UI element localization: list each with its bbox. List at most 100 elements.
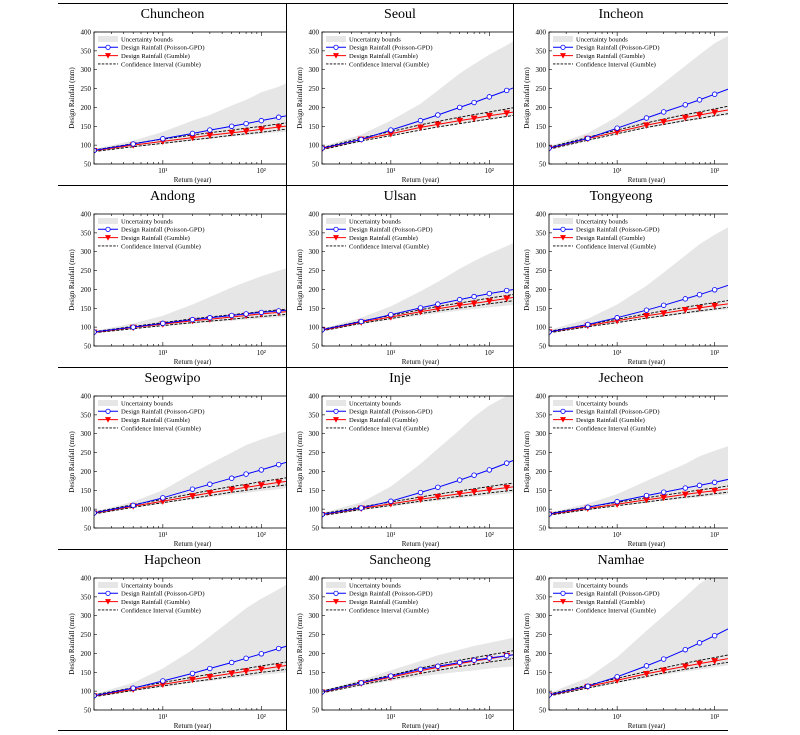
gpd-line: [549, 88, 728, 149]
ci-lower-line: [322, 115, 513, 151]
legend-label-gpd: Design Rainfall (Poisson-GPD): [121, 227, 205, 234]
gpd-marker: [503, 460, 510, 466]
y-tick-label: 400: [309, 211, 320, 219]
legend-label-gumbel: Design Rainfall (Gumble): [121, 235, 190, 242]
legend-label-gpd: Design Rainfall (Poisson-GPD): [576, 591, 660, 598]
gpd-marker: [435, 484, 441, 490]
gpd-marker: [660, 109, 667, 115]
y-tick-label: 200: [309, 468, 320, 476]
legend-band-swatch: [98, 36, 118, 42]
gpd-marker: [682, 646, 688, 653]
gpd-marker: [228, 123, 235, 129]
y-tick-label: 150: [309, 305, 320, 313]
y-tick-label: 50: [539, 161, 547, 169]
gumbel-marker: [456, 302, 464, 309]
chart-title: Seogwipo: [144, 371, 201, 386]
legend-label-gumbel: Design Rainfall (Gumble): [576, 417, 645, 424]
legend: Uncertainty bounds Design Rainfall (Poiss…: [98, 218, 205, 250]
gumbel-line: [322, 297, 513, 331]
legend-gpd-marker: [333, 226, 339, 232]
uncertainty-band: [94, 83, 286, 152]
x-tick-label: 10²: [710, 713, 719, 721]
table-rule: [58, 730, 728, 731]
chart-panel: Hapcheon 50 100 150 200 250 300 350 400 10¹ 10² Ret…: [59, 550, 286, 731]
legend-band-swatch: [326, 36, 346, 42]
ci-lower-line: [549, 113, 728, 150]
y-tick-label: 200: [309, 104, 320, 112]
chart-title: Chuncheon: [140, 7, 205, 22]
gpd-marker: [160, 495, 166, 501]
gpd-marker: [275, 645, 282, 652]
legend-label-ci: Confidence Interval (Gumble): [349, 607, 429, 614]
gpd-marker: [388, 311, 394, 318]
legend-label-band: Uncertainty bounds: [576, 218, 628, 225]
gpd-marker: [486, 94, 493, 100]
y-tick-label: 100: [309, 506, 320, 514]
legend-label-gumbel: Design Rainfall (Gumble): [121, 417, 190, 424]
legend: Uncertainty bounds Design Rainfall (Poiss…: [553, 582, 660, 614]
gpd-marker: [243, 471, 249, 477]
gpd-marker: [275, 308, 282, 314]
gpd-marker: [456, 659, 463, 666]
y-tick-label: 250: [81, 267, 92, 275]
y-tick-label: 150: [309, 487, 320, 495]
legend-label-band: Uncertainty bounds: [576, 36, 628, 43]
gumbel-marker: [206, 490, 214, 497]
gpd-marker: [388, 498, 394, 504]
gumbel-marker: [642, 670, 651, 678]
x-tick-label: 10²: [257, 349, 266, 357]
x-axis-label: Return (year): [402, 540, 440, 548]
table-rule: [58, 3, 728, 4]
uncertainty-band: [322, 396, 513, 516]
legend: Uncertainty bounds Design Rainfall (Poiss…: [326, 36, 433, 68]
y-tick-label: 400: [309, 393, 320, 401]
y-tick-label: 400: [81, 393, 92, 401]
gumbel-marker: [642, 122, 651, 129]
gpd-marker: [207, 315, 213, 321]
x-tick-label: 10²: [257, 167, 266, 175]
gpd-marker: [471, 99, 477, 106]
x-tick-label: 10²: [485, 167, 494, 175]
gumbel-marker: [696, 112, 704, 119]
y-tick-label: 350: [309, 229, 320, 237]
gpd-line: [322, 289, 513, 331]
plot-area: [94, 431, 286, 517]
gpd-marker: [614, 674, 620, 680]
legend-label-gpd: Design Rainfall (Poisson-GPD): [349, 591, 433, 598]
x-axis-label: Return (year): [628, 176, 666, 184]
y-tick-label: 200: [309, 286, 320, 294]
chart-title: Tongyeong: [589, 189, 653, 204]
legend: Uncertainty bounds Design Rainfall (Poiss…: [326, 400, 433, 432]
gumbel-line: [549, 109, 728, 149]
gpd-marker: [711, 91, 718, 97]
gumbel-line: [549, 488, 728, 515]
gpd-marker: [388, 673, 394, 679]
gumbel-marker: [711, 658, 719, 665]
gumbel-marker: [470, 115, 478, 122]
y-tick-label: 400: [309, 575, 320, 583]
legend-gumbel-marker: [105, 599, 111, 605]
uncertainty-band: [94, 431, 286, 515]
x-axis-label: Return (year): [174, 540, 212, 548]
y-tick-label: 100: [309, 688, 320, 696]
table-rule: [58, 367, 728, 368]
gpd-marker: [711, 633, 718, 639]
y-axis-label: Design Rainfall (mm): [296, 249, 304, 311]
legend-label-ci: Confidence Interval (Gumble): [576, 425, 656, 432]
legend-label-ci: Confidence Interval (Gumble): [121, 607, 201, 614]
y-tick-label: 250: [309, 449, 320, 457]
x-tick-label: 10²: [485, 349, 494, 357]
legend-label-band: Uncertainty bounds: [121, 36, 173, 43]
y-tick-label: 50: [312, 343, 320, 351]
legend-label-gumbel: Design Rainfall (Gumble): [576, 599, 645, 606]
gumbel-marker: [257, 482, 265, 489]
gumbel-line: [94, 311, 286, 333]
gumbel-marker: [681, 306, 689, 314]
chart-svg: 50 100 150 200 250 300 350 400 10¹ 10² Return (yea…: [68, 211, 286, 366]
gumbel-marker: [188, 676, 197, 684]
legend-label-ci: Confidence Interval (Gumble): [121, 425, 201, 432]
chart-title: Hapcheon: [144, 553, 201, 568]
plot-area: [549, 35, 728, 153]
legend-band-swatch: [326, 218, 346, 224]
gpd-marker: [243, 311, 249, 317]
